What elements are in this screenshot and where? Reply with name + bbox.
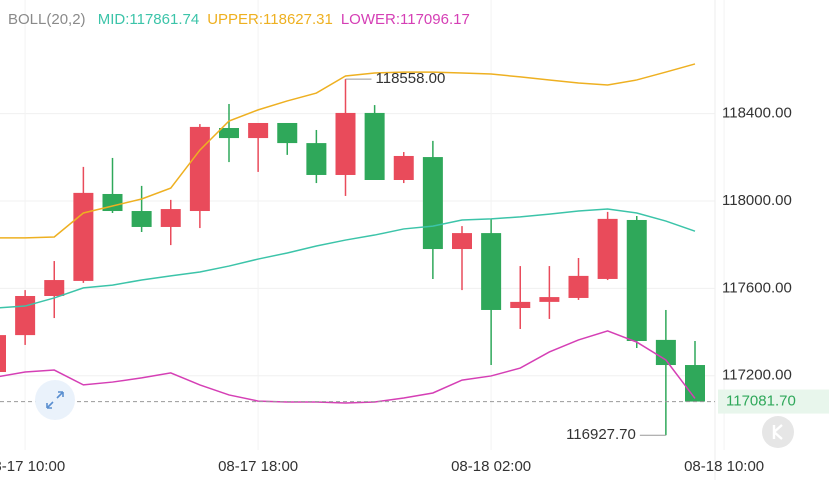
candle-body bbox=[0, 335, 6, 373]
candle-body bbox=[364, 112, 385, 180]
expand-button[interactable] bbox=[35, 380, 75, 420]
candle-body bbox=[655, 339, 676, 366]
candle-body bbox=[539, 297, 560, 302]
y-tick-label: 117600.00 bbox=[722, 279, 792, 296]
x-tick-label: 08-17 10:00 bbox=[0, 458, 65, 475]
indicator-name: BOLL(20,2) bbox=[8, 11, 86, 28]
last-price-label: 117081.70 bbox=[726, 393, 796, 410]
candle-body bbox=[15, 295, 36, 336]
legend-entry: UPPER:118627.31 bbox=[207, 11, 333, 28]
candle-body bbox=[73, 192, 94, 281]
last-price-box bbox=[718, 389, 829, 414]
candle-body bbox=[568, 275, 589, 298]
candle-body bbox=[219, 128, 239, 139]
bollinger-line bbox=[0, 63, 696, 239]
indicator-legend: BOLL(20,2) MID:117861.74 UPPER:118627.31 L… bbox=[8, 11, 470, 28]
x-tick-label: 08-18 10:00 bbox=[684, 458, 764, 475]
overlay: 117200.00 117600.00 118000.00 118400.00 08-1… bbox=[0, 70, 829, 475]
bollinger-line bbox=[0, 330, 696, 404]
candle-body bbox=[422, 157, 443, 250]
candle-body bbox=[306, 143, 327, 175]
kline-button[interactable] bbox=[762, 416, 794, 448]
x-tick-label: 08-17 18:00 bbox=[218, 458, 298, 475]
y-tick-label: 118000.00 bbox=[722, 192, 792, 209]
candle-body bbox=[685, 365, 705, 402]
candle-body bbox=[189, 126, 210, 212]
candle-body bbox=[131, 211, 152, 227]
max-label: 118558.00 bbox=[376, 70, 446, 87]
candle-body bbox=[44, 280, 65, 296]
candle-body bbox=[626, 219, 647, 341]
min-label: 116927.70 bbox=[566, 426, 636, 443]
bollinger-line bbox=[0, 208, 696, 309]
x-tick-label: 08-18 02:00 bbox=[451, 458, 531, 475]
legend-entry: LOWER:117096.17 bbox=[341, 11, 470, 28]
candle-body bbox=[102, 193, 123, 212]
candle-body bbox=[481, 233, 502, 310]
candle-body bbox=[335, 112, 356, 175]
candle-body bbox=[393, 155, 414, 180]
candle-body bbox=[597, 218, 618, 279]
candle-body bbox=[160, 209, 181, 227]
plot-area bbox=[0, 63, 705, 436]
y-tick-label: 117200.00 bbox=[722, 367, 792, 384]
candle-body bbox=[510, 301, 531, 309]
candle-body bbox=[248, 122, 269, 139]
candle-body bbox=[452, 233, 472, 250]
candle-body bbox=[277, 122, 298, 144]
legend-entry: MID:117861.74 bbox=[98, 11, 199, 28]
y-tick-label: 118400.00 bbox=[722, 105, 792, 122]
